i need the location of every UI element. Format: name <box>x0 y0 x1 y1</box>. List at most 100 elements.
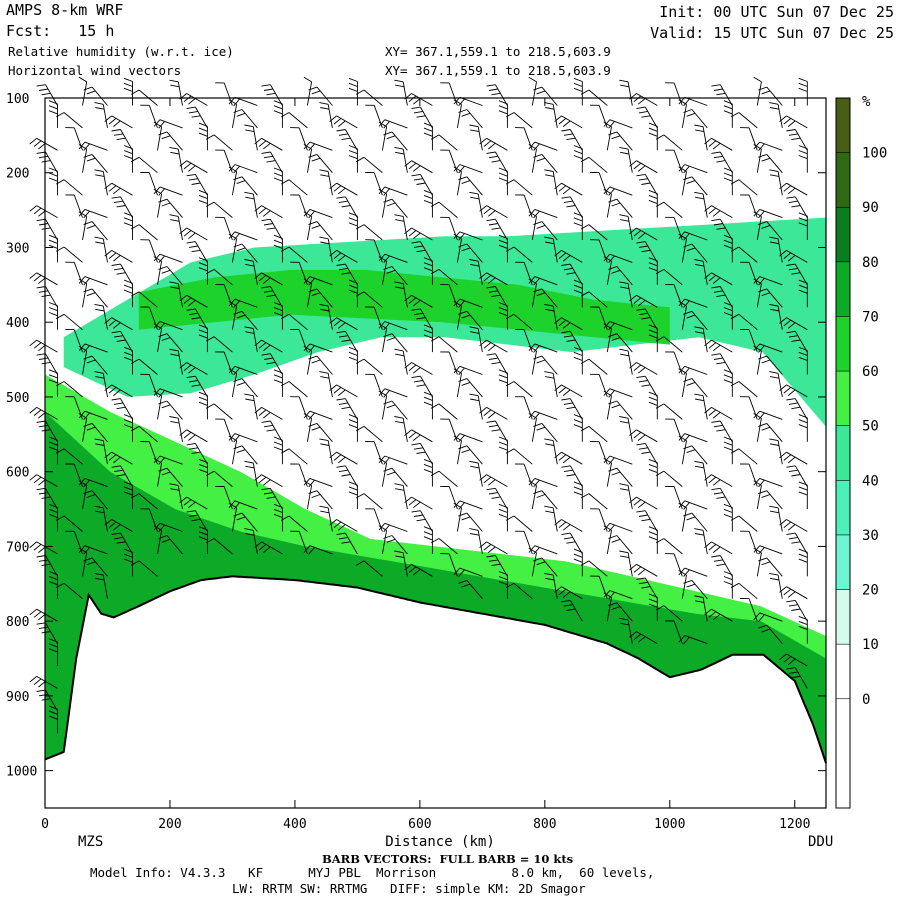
wind-barb-flag <box>694 326 704 329</box>
wind-barb <box>466 243 483 263</box>
wind-barb-flag <box>470 331 480 334</box>
wind-barb-flag <box>55 246 65 252</box>
wind-barb-flag <box>336 263 346 266</box>
wind-barb <box>45 353 58 375</box>
wind-barb-flag <box>498 100 508 105</box>
wind-barb-flag <box>123 548 133 553</box>
wind-barb <box>402 283 408 308</box>
wind-barb-flag <box>479 407 487 414</box>
wind-barb <box>36 407 58 420</box>
wind-barb <box>627 283 633 308</box>
wind-barb <box>456 507 462 532</box>
wind-barb-flag <box>641 586 651 589</box>
wind-barb-flag <box>116 474 126 477</box>
wind-barb <box>45 689 58 712</box>
wind-barb-flag <box>111 465 121 468</box>
wind-barb <box>234 96 258 106</box>
wind-barb-flag <box>479 541 487 548</box>
wind-barb-flag <box>561 129 571 132</box>
wind-barb-flag <box>470 533 480 536</box>
wind-barb <box>794 600 808 622</box>
wind-barb-flag <box>320 107 330 110</box>
wind-barb-flag <box>416 182 426 185</box>
wind-barb-flag <box>798 491 808 496</box>
wind-barb <box>316 221 333 241</box>
wind-barb <box>636 496 658 510</box>
wind-barb-flag <box>544 438 554 442</box>
wind-barb <box>316 288 333 308</box>
wind-barb-flag <box>544 303 554 307</box>
wind-barb-flag <box>266 429 276 432</box>
wind-barb-flag <box>498 234 508 239</box>
wind-barb-flag <box>36 218 46 222</box>
wind-barb-flag <box>205 134 215 140</box>
wind-barb-flag <box>695 196 705 200</box>
wind-barb-flag <box>383 198 393 203</box>
wind-barb-flag <box>788 335 798 338</box>
wind-barb-flag <box>486 218 496 222</box>
wind-barb-flag <box>461 112 471 117</box>
wind-barb-flag <box>678 567 686 576</box>
wind-barb-flag <box>413 312 423 316</box>
wind-barb-flag <box>338 200 348 204</box>
wind-barb <box>177 149 183 173</box>
wind-barb-flag <box>158 390 165 398</box>
wind-barb-flag <box>348 222 358 227</box>
wind-barb-flag <box>78 76 87 83</box>
wind-barb-flag <box>273 172 283 177</box>
y-tick-label: 100 <box>6 92 29 107</box>
wind-barb <box>627 418 633 442</box>
wind-barb-flag <box>648 593 658 598</box>
wind-barb-flag <box>311 359 321 364</box>
wind-barb-flag <box>603 590 611 598</box>
wind-barb-flag <box>408 95 417 103</box>
wind-barb-flag <box>48 307 58 312</box>
wind-barb-flag <box>498 177 508 182</box>
wind-barb-flag <box>470 129 480 133</box>
wind-barb-flag <box>798 558 808 563</box>
wind-barb <box>513 515 533 532</box>
wind-barb <box>336 115 358 129</box>
wind-barb-flag <box>348 150 358 155</box>
wind-barb-flag <box>678 433 686 441</box>
wind-barb <box>702 261 708 285</box>
wind-barb <box>636 362 658 375</box>
wind-barb-flag <box>730 448 740 454</box>
wind-barb-flag <box>158 131 168 136</box>
wind-barb-flag <box>261 286 271 289</box>
wind-barb <box>644 577 658 599</box>
wind-barb-flag <box>636 106 646 110</box>
wind-barb-flag <box>683 98 690 107</box>
wind-barb <box>252 395 258 420</box>
wind-barb-flag <box>86 292 96 297</box>
wind-barb-flag <box>333 454 342 461</box>
wind-barb-flag <box>386 269 396 274</box>
wind-barb-flag <box>469 393 479 397</box>
wind-barb-flag <box>753 478 761 486</box>
wind-barb-flag <box>244 326 254 329</box>
wind-barb-flag <box>686 314 696 319</box>
wind-barb-flag <box>648 122 658 127</box>
wind-barb-flag <box>395 555 405 559</box>
wind-barb-flag <box>123 217 133 222</box>
wind-barb-flag <box>41 429 51 432</box>
wind-barb-flag <box>536 224 546 229</box>
wind-barb-flag <box>29 137 37 145</box>
wind-barb-flag <box>562 524 571 531</box>
wind-barb-flag <box>338 536 348 540</box>
wind-barb <box>261 272 283 286</box>
wind-barb <box>231 171 238 196</box>
wind-barb-flag <box>33 207 42 215</box>
wind-barb-flag <box>633 633 642 641</box>
colorbar-segment <box>836 534 850 591</box>
wind-barb <box>438 470 458 487</box>
wind-barb <box>495 218 508 241</box>
wind-barb-flag <box>608 198 618 203</box>
wind-barb <box>231 507 238 532</box>
wind-barb-flag <box>491 563 501 567</box>
wind-barb-flag <box>189 245 198 248</box>
wind-barb-flag <box>348 217 358 222</box>
wind-barb <box>438 201 458 218</box>
wind-barb <box>459 298 483 308</box>
wind-barb-flag <box>708 544 717 551</box>
